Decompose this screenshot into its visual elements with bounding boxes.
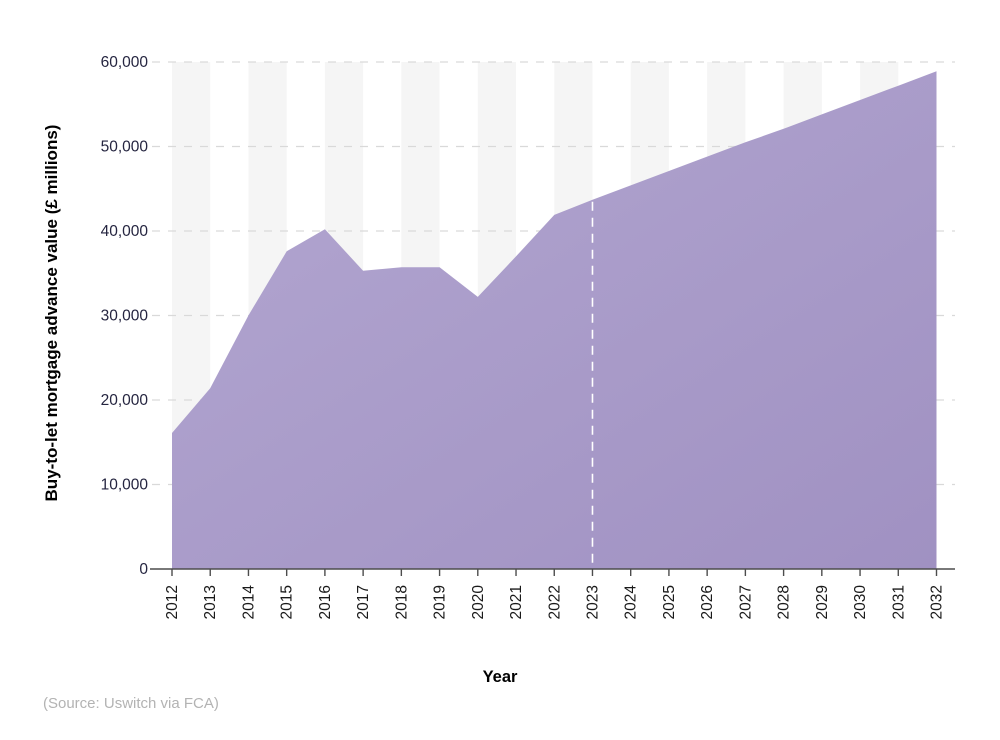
y-tick-label: 50,000	[101, 139, 149, 156]
x-tick-label: 2028	[776, 585, 793, 619]
x-tick-label: 2017	[355, 585, 372, 619]
x-tick-label: 2025	[661, 585, 678, 619]
x-tick-label: 2022	[546, 585, 563, 619]
x-tick-label: 2013	[202, 585, 219, 619]
area-series	[172, 71, 937, 570]
x-axis-title: Year	[482, 668, 518, 686]
x-tick-label: 2029	[814, 585, 831, 619]
y-tick-label: 10,000	[101, 477, 149, 494]
y-tick-label: 30,000	[101, 308, 149, 325]
source-note: (Source: Uswitch via FCA)	[43, 695, 219, 712]
y-tick-label: 60,000	[101, 54, 149, 71]
y-axis-title: Buy-to-let mortgage advance value (£ mil…	[42, 124, 61, 502]
x-tick-label: 2030	[852, 585, 869, 620]
x-tick-label: 2032	[929, 585, 946, 619]
y-tick-label: 40,000	[101, 223, 149, 240]
x-tick-label: 2024	[623, 585, 640, 620]
x-tick-label: 2021	[508, 585, 525, 619]
x-tick-label: 2026	[699, 585, 716, 619]
x-tick-label: 2027	[737, 585, 754, 619]
x-tick-label: 2015	[279, 585, 296, 619]
x-tick-label: 2023	[584, 585, 601, 619]
x-tick-label: 2016	[317, 585, 334, 619]
x-tick-label: 2018	[393, 585, 410, 619]
x-tick-label: 2014	[240, 585, 257, 620]
y-tick-label: 0	[139, 561, 148, 578]
y-tick-label: 20,000	[101, 392, 149, 409]
x-tick-label: 2020	[470, 585, 487, 620]
x-tick-label: 2012	[164, 585, 181, 619]
x-tick-label: 2019	[432, 585, 449, 619]
x-tick-label: 2031	[890, 585, 907, 619]
